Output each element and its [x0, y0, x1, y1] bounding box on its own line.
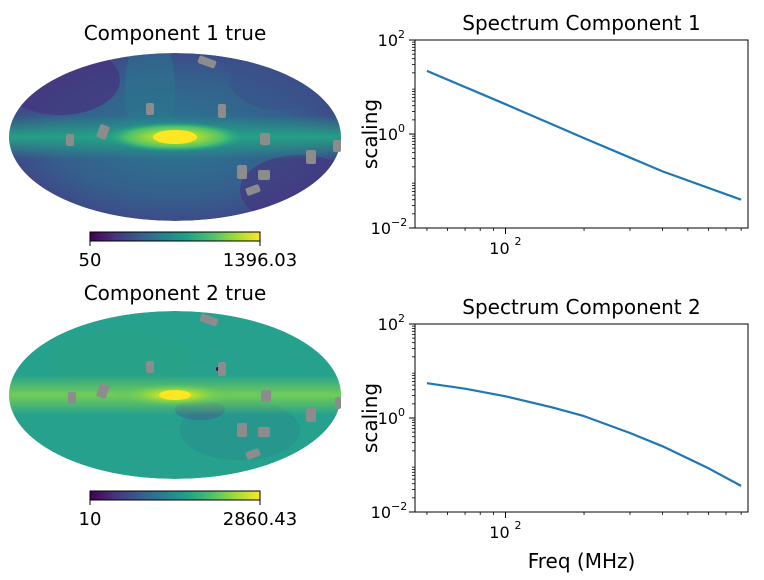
y-tick-exponent: −2: [391, 216, 407, 229]
x-tick-label: 10: [489, 523, 509, 542]
x-tick-label: 10: [489, 239, 509, 258]
spectrum-series-line: [426, 382, 742, 487]
colorbar2-min-label: 10: [79, 509, 102, 530]
y-tick-exponent: 2: [398, 28, 405, 41]
spectrum-title: Spectrum Component 2: [462, 295, 700, 319]
y-tick-label: 10: [371, 503, 391, 522]
y-tick-label: 10: [371, 219, 391, 238]
plot-frame: [414, 323, 749, 513]
map2-masked-patches: [68, 313, 341, 460]
y-tick-label: 10: [378, 31, 398, 50]
y-tick-label: 10: [378, 125, 398, 144]
map1-sky: [9, 53, 341, 221]
y-tick-exponent: 0: [398, 122, 405, 135]
x-tick-exponent: 2: [514, 519, 521, 532]
spectrum-title: Spectrum Component 1: [462, 11, 700, 35]
map1-title: Component 1 true: [84, 21, 267, 45]
x-tick-exponent: 2: [514, 235, 521, 248]
colorbar1-max-label: 1396.03: [223, 250, 297, 271]
y-tick-exponent: 2: [398, 312, 405, 325]
y-tick-exponent: 0: [398, 406, 405, 419]
map1-masked-patches: [66, 55, 341, 196]
y-axis-label: scaling: [358, 383, 382, 453]
colorbar2-max-label: 2860.43: [223, 509, 297, 530]
y-tick-label: 10: [378, 409, 398, 428]
x-axis-label: Freq (MHz): [528, 549, 636, 573]
plot-frame: [414, 39, 749, 229]
spectrum-series-line: [426, 69, 742, 201]
y-tick-exponent: −2: [391, 500, 407, 513]
y-tick-label: 10: [378, 315, 398, 334]
colorbar1-min-label: 50: [79, 250, 102, 271]
y-axis-label: scaling: [358, 99, 382, 169]
map-component-2: Component 2 true: [9, 281, 341, 530]
colorbar-2: 10 2860.43: [79, 490, 297, 530]
colorbar-1: 50 1396.03: [79, 231, 297, 271]
map2-sky: [9, 311, 341, 479]
map-component-1: Component 1 true: [9, 21, 341, 271]
map2-title: Component 2 true: [84, 281, 267, 305]
